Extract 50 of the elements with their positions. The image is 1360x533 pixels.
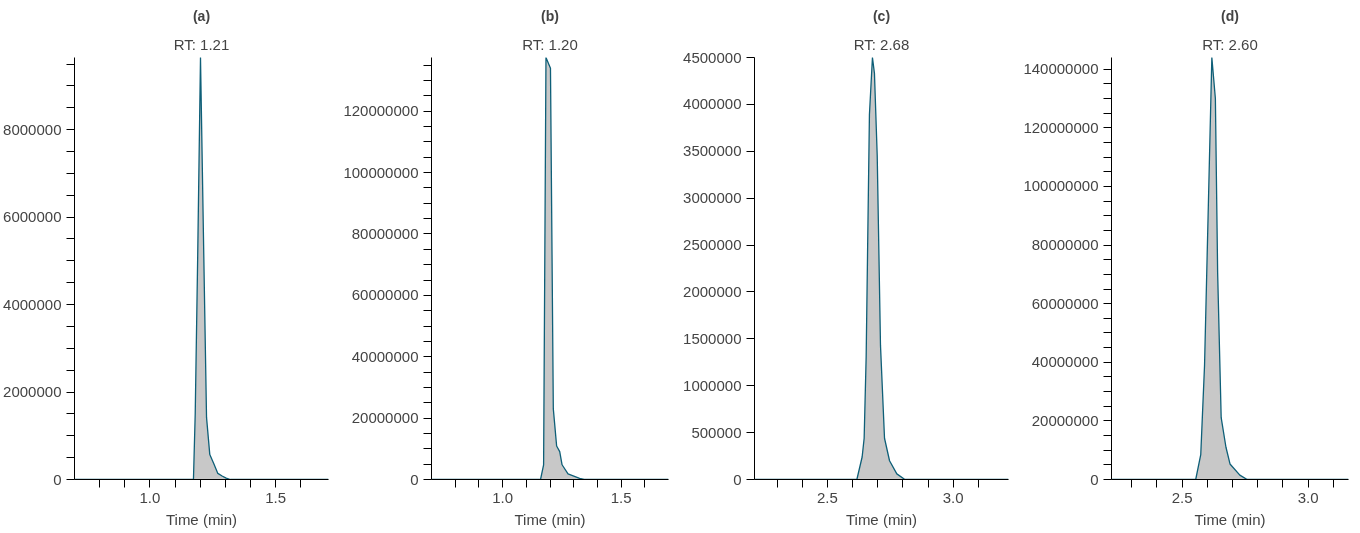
x-tick-label: 1.5	[610, 488, 632, 506]
y-tick-label: 2000000	[3, 383, 62, 401]
x-tick-label: 2.5	[1171, 488, 1193, 506]
x-tick-label: 3.0	[1297, 488, 1319, 506]
y-tick-label: 3000000	[683, 189, 742, 207]
y-tick-label: 40000000	[1031, 353, 1099, 371]
y-tick-label: 0	[733, 470, 742, 488]
chart-title: (a)	[192, 7, 211, 24]
y-tick-label: 40000000	[351, 347, 419, 365]
y-tick-label: 3500000	[683, 142, 742, 160]
chart-subtitle: RT: 1.20	[522, 35, 578, 53]
y-tick-label: 1500000	[683, 329, 742, 347]
y-tick-label: 100000000	[343, 163, 419, 181]
y-tick-label: 4500000	[683, 48, 742, 66]
y-tick-label: 140000000	[1023, 60, 1099, 78]
chart-subtitle: RT: 2.68	[853, 35, 910, 53]
chart-subtitle: RT: 2.60	[1202, 35, 1258, 53]
y-tick-label: 4000000	[3, 295, 62, 313]
x-tick-label: 1.5	[265, 488, 287, 506]
x-tick-label: 1.0	[492, 488, 514, 506]
x-tick-label: 3.0	[942, 488, 964, 506]
y-tick-label: 60000000	[1031, 294, 1099, 312]
x-axis-title: Time (min)	[514, 510, 586, 528]
y-tick-label: 0	[53, 470, 62, 488]
x-axis-title: Time (min)	[165, 510, 238, 528]
y-tick-label: 60000000	[351, 286, 419, 304]
y-tick-label: 120000000	[1023, 118, 1099, 136]
x-axis-title: Time (min)	[845, 510, 918, 528]
y-tick-label: 20000000	[1031, 411, 1099, 429]
y-tick-label: 1000000	[683, 376, 742, 394]
y-tick-label: 4000000	[683, 95, 742, 113]
y-tick-label: 80000000	[351, 224, 419, 242]
y-tick-label: 0	[1090, 470, 1099, 488]
y-tick-label: 120000000	[343, 102, 419, 120]
chart-subtitle: RT: 1.21	[173, 35, 230, 53]
y-tick-label: 0	[410, 470, 419, 488]
y-tick-label: 6000000	[3, 208, 62, 226]
chart-title: (c)	[872, 7, 891, 24]
y-tick-label: 80000000	[1031, 236, 1099, 254]
y-tick-label: 8000000	[3, 120, 62, 138]
y-tick-label: 2000000	[683, 282, 742, 300]
x-tick-label: 2.5	[817, 488, 838, 506]
y-tick-label: 2500000	[683, 236, 742, 254]
chart-title: (d)	[1221, 7, 1239, 24]
y-tick-label: 100000000	[1023, 177, 1099, 195]
x-axis-title: Time (min)	[1194, 510, 1266, 528]
chart-title: (b)	[541, 7, 559, 24]
x-tick-label: 1.0	[139, 488, 161, 506]
y-tick-label: 20000000	[351, 409, 419, 427]
y-tick-label: 500000	[691, 423, 742, 441]
